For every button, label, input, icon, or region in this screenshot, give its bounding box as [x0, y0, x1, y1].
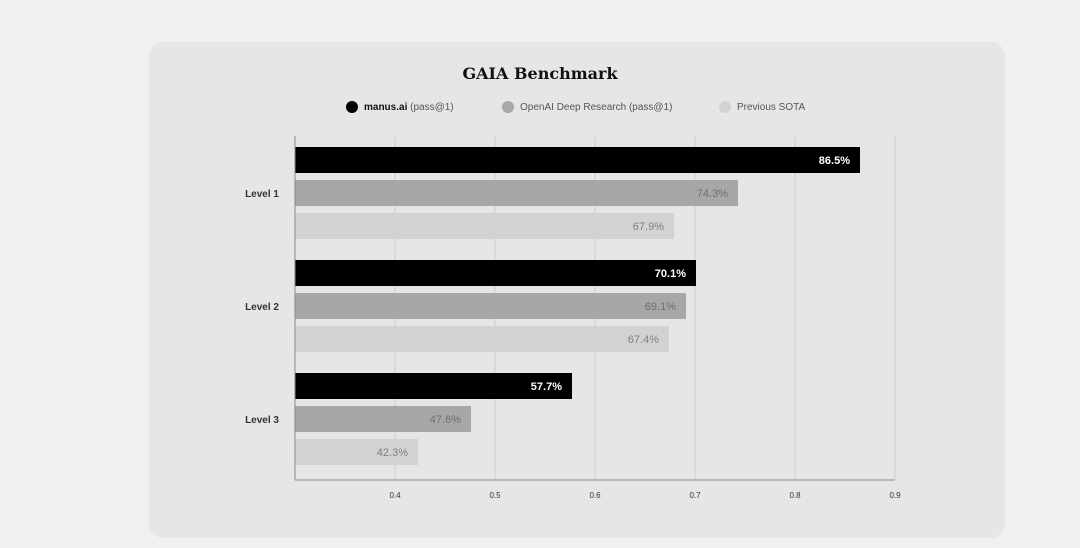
bar-level-2-series-2: [295, 293, 686, 319]
bar-level-2-series-1: [295, 260, 696, 286]
legend-item-manus: manus.ai (pass@1): [346, 98, 454, 116]
data-label-level-1-series-2: 74.3%: [697, 188, 728, 200]
axes: 0.4 0.5 0.6 0.7 0.8 0.9 Level 1 Level 2 Level 3: [245, 136, 901, 500]
x-tick-label-0-7: 0.7: [689, 491, 701, 500]
legend-item-openai: OpenAI Deep Research (pass@1): [502, 98, 672, 116]
x-tick-label-0-8: 0.8: [789, 491, 801, 500]
y-category-label-level-1: Level 1: [245, 189, 279, 200]
x-tick-label-0-6: 0.6: [589, 491, 601, 500]
data-label-level-2-series-3: 67.4%: [628, 334, 659, 346]
legend-label-manus-bold: manus.ai: [364, 101, 408, 113]
x-tick-label-0-9: 0.9: [889, 491, 901, 500]
legend-label-manus-rest: (pass@1): [407, 101, 454, 113]
y-category-label-level-2: Level 2: [245, 302, 279, 313]
data-label-level-2-series-1: 70.1%: [655, 268, 686, 280]
chart-card: [149, 42, 1005, 538]
legend: manus.ai (pass@1) OpenAI Deep Research (…: [0, 98, 1080, 116]
y-category-label-level-3: Level 3: [245, 415, 279, 426]
legend-swatch-previous-sota: [719, 101, 731, 113]
chart-title: GAIA Benchmark: [462, 64, 618, 83]
bar-level-1-series-3: [295, 213, 674, 239]
data-label-level-2-series-2: 69.1%: [645, 301, 676, 313]
bars: 86.5% 74.3% 67.9% 70.1% 69.1% 67.4% 57.7% 47.6%…: [295, 147, 860, 465]
legend-label-previous-sota: Previous SOTA: [737, 101, 806, 113]
legend-swatch-manus: [346, 101, 358, 113]
x-tick-label-0-5: 0.5: [489, 491, 501, 500]
bar-level-3-series-3: [295, 439, 418, 465]
data-label-level-3-series-2: 47.6%: [430, 414, 461, 426]
data-label-level-1-series-1: 86.5%: [819, 155, 850, 167]
legend-label-openai: OpenAI Deep Research (pass@1): [520, 101, 673, 113]
bar-level-3-series-2: [295, 406, 471, 432]
data-label-level-3-series-3: 42.3%: [377, 447, 408, 459]
bar-level-1-series-1: [295, 147, 860, 173]
data-label-level-1-series-3: 67.9%: [633, 221, 664, 233]
data-label-level-3-series-1: 57.7%: [531, 381, 562, 393]
legend-item-previous-sota: Previous SOTA: [719, 98, 805, 116]
legend-swatch-openai: [502, 101, 514, 113]
bar-level-1-series-2: [295, 180, 738, 206]
bar-level-2-series-3: [295, 326, 669, 352]
bar-level-3-series-1: [295, 373, 572, 399]
legend-label-manus: manus.ai (pass@1): [364, 102, 454, 113]
x-tick-label-0-4: 0.4: [389, 491, 401, 500]
